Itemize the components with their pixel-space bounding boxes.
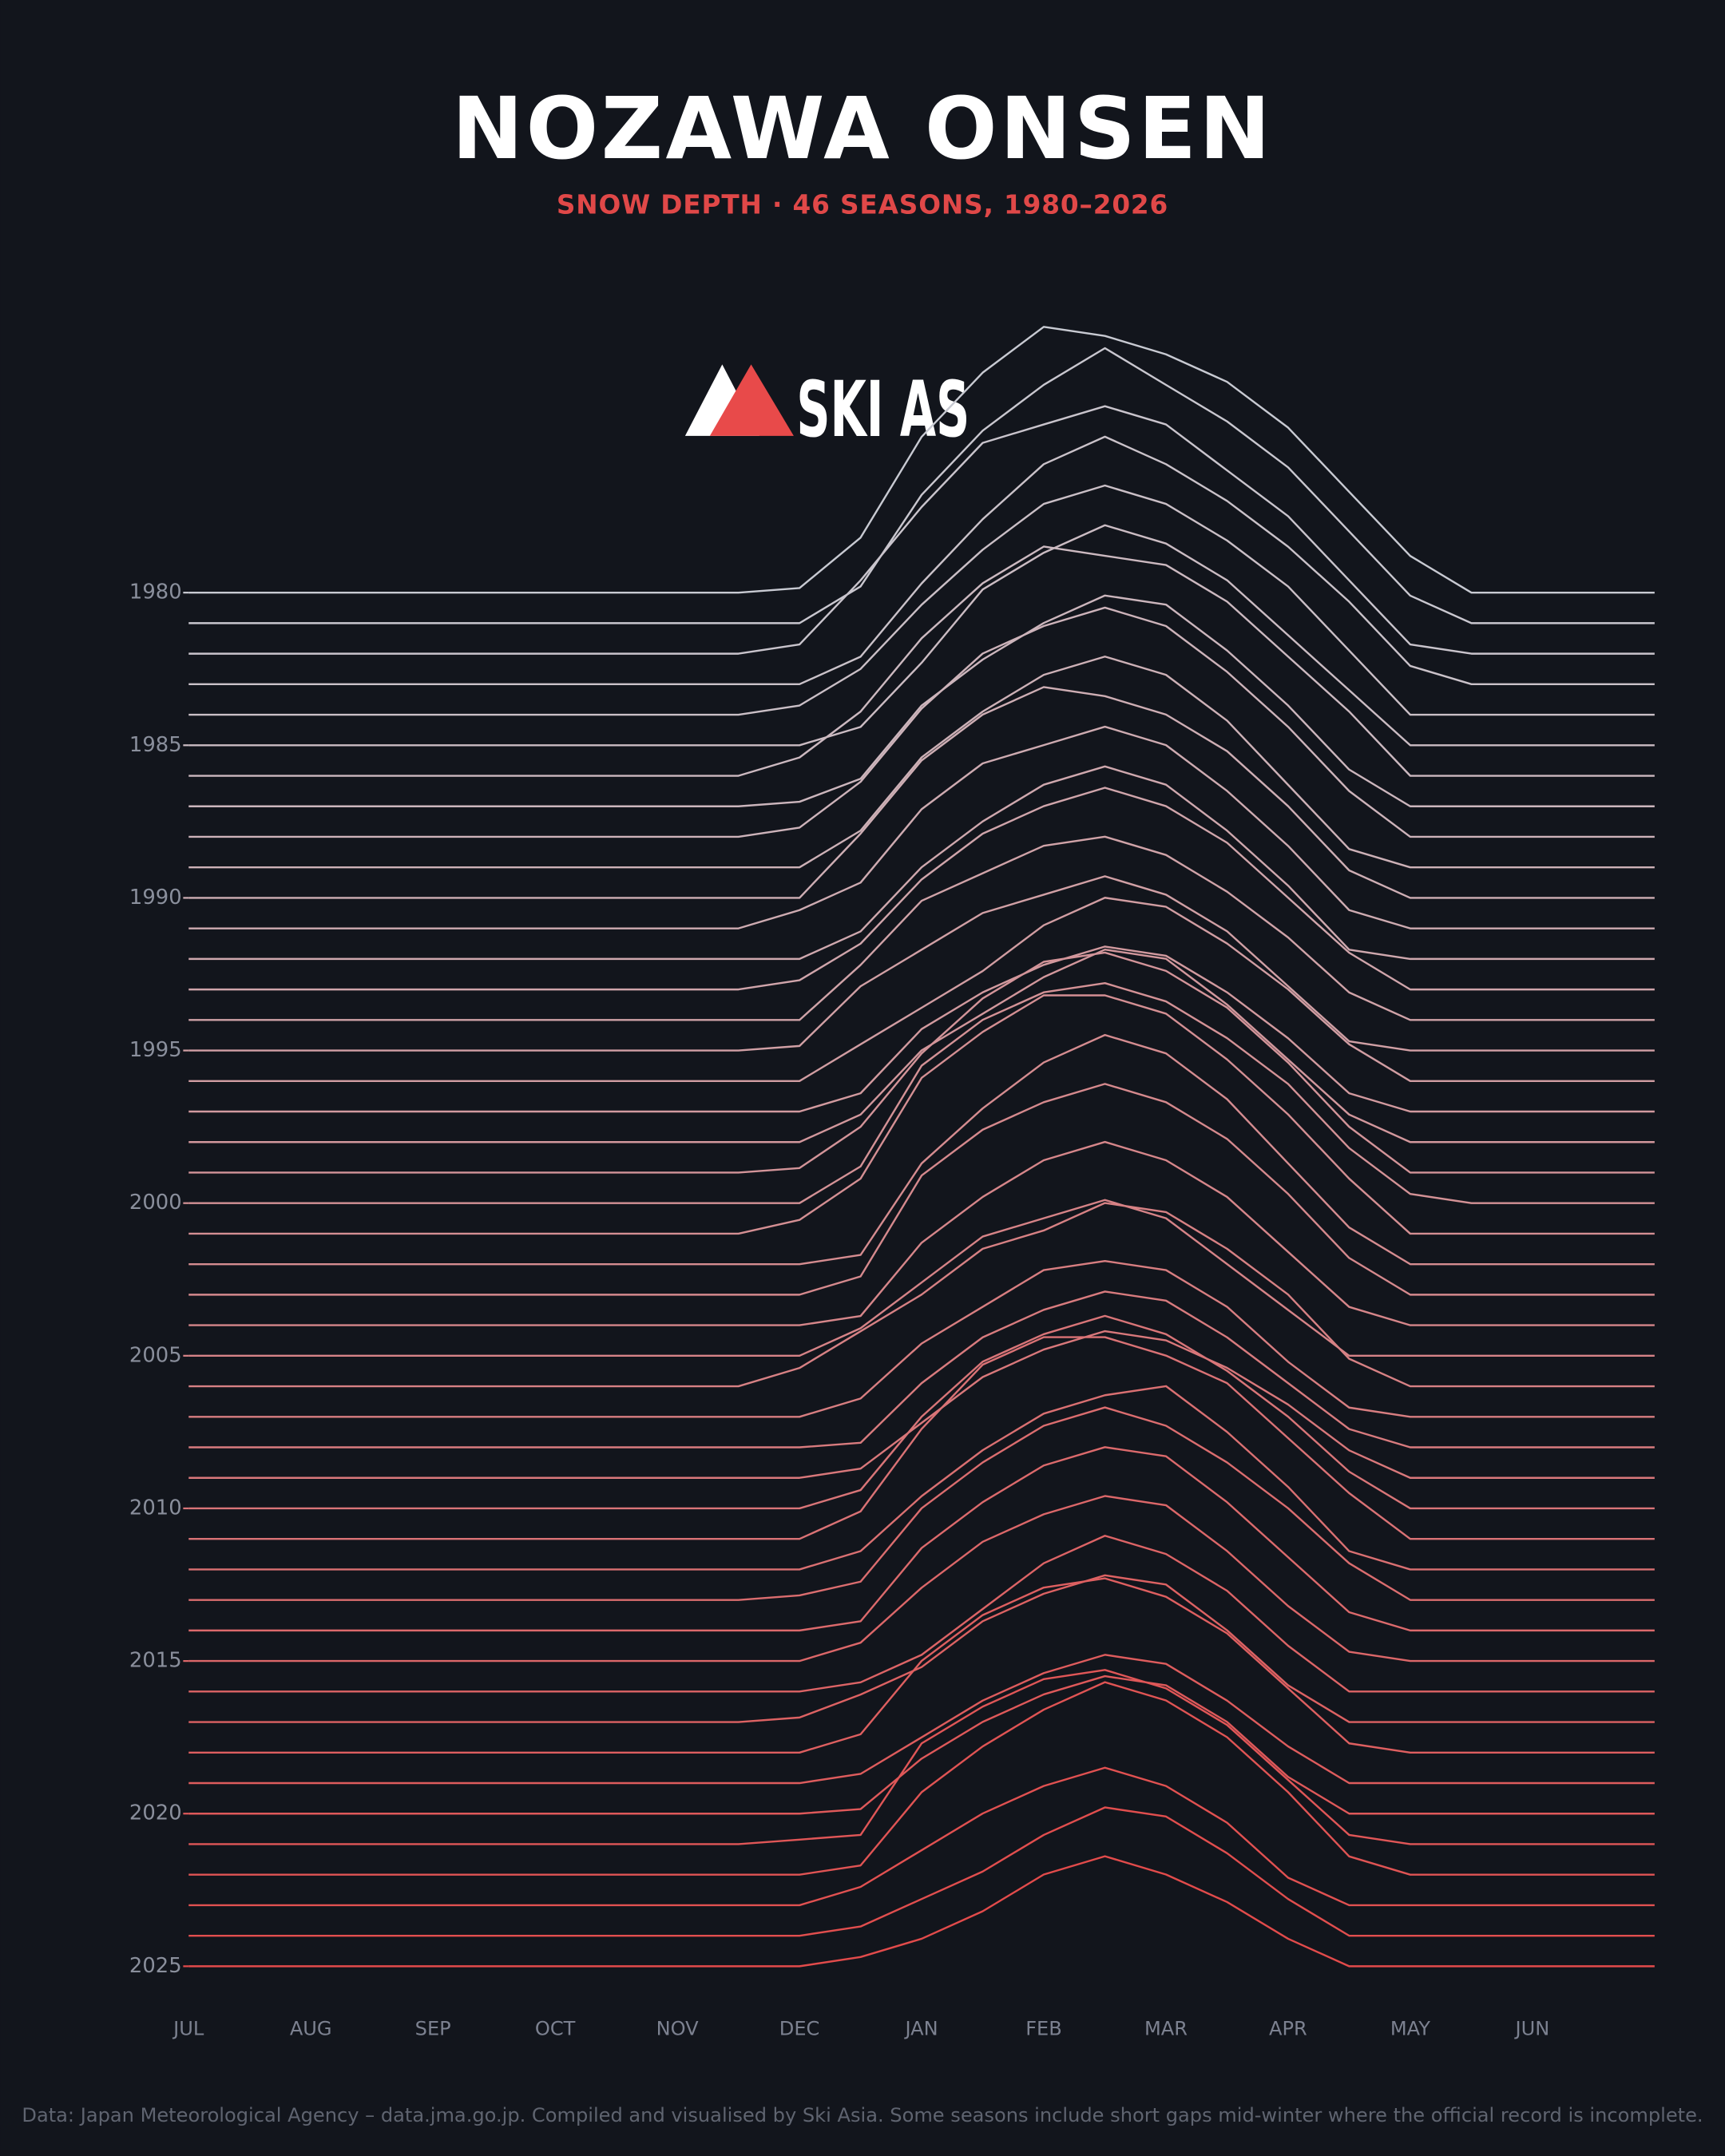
logo-mountain	[709, 364, 794, 436]
ridge-line	[188, 1290, 1655, 1449]
logo-text: SKI AS	[796, 365, 970, 454]
x-tick-label: AUG	[290, 2018, 332, 2040]
x-tick-label: OCT	[535, 2018, 576, 2040]
ridge-line	[188, 835, 1655, 1021]
ridge-line	[188, 1330, 1655, 1479]
y-tick-label: 2020	[129, 1801, 182, 1825]
ridge-line	[188, 1033, 1655, 1266]
x-tick-label: FEB	[1025, 2018, 1062, 2040]
ridge-line	[188, 1199, 1655, 1357]
ridge-line	[188, 1766, 1655, 1907]
x-tick-label: SEP	[415, 2018, 451, 2040]
ridge-line	[188, 594, 1655, 807]
x-tick-label: DEC	[779, 2018, 820, 2040]
ridge-line	[188, 951, 1655, 1174]
ridge-line	[188, 686, 1655, 899]
logo: SKI AS	[684, 364, 970, 454]
ridge-line	[188, 545, 1655, 777]
ridge-line	[188, 1202, 1655, 1388]
ridge-line	[188, 1577, 1655, 1754]
ridge-line	[188, 1574, 1655, 1723]
x-tick-label: JUL	[172, 2018, 204, 2040]
ridge-line	[188, 1406, 1655, 1601]
ridge-line	[188, 1314, 1655, 1510]
y-tick-label: 2010	[129, 1496, 182, 1520]
ridge-line	[188, 1535, 1655, 1693]
y-tick-label: 2025	[129, 1954, 182, 1978]
ridge-line	[188, 656, 1655, 869]
ridge-line	[188, 981, 1655, 1204]
ridge-line	[188, 1681, 1655, 1876]
x-tick-label: NOV	[656, 2018, 700, 2040]
ridge-line	[188, 994, 1655, 1235]
ridge-line	[188, 897, 1655, 1082]
ridge-line	[188, 1855, 1655, 1968]
y-tick-label: 1990	[129, 886, 182, 910]
ridge-line	[188, 524, 1655, 747]
y-tick-label: 2015	[129, 1649, 182, 1673]
y-tick-label: 2005	[129, 1343, 182, 1367]
ridge-line	[188, 1669, 1655, 1845]
ridge-line	[188, 948, 1655, 1143]
x-tick-label: APR	[1269, 2018, 1307, 2040]
ridge-line	[188, 945, 1655, 1113]
ridge-line	[188, 875, 1655, 1052]
ridge-line	[188, 725, 1655, 929]
chart-subtitle: SNOW DEPTH · 46 SEASONS, 1980–2026	[557, 189, 1168, 220]
ridge-line	[188, 1806, 1655, 1937]
ridge-line	[188, 405, 1655, 655]
chart-title: NOZAWA ONSEN	[452, 80, 1274, 179]
ridge-line	[188, 765, 1655, 961]
y-tick-label: 1985	[129, 733, 182, 757]
y-tick-label: 2000	[129, 1191, 182, 1215]
ridge-line	[188, 1140, 1655, 1326]
ridge-line	[188, 606, 1655, 838]
ridge-line	[188, 1674, 1655, 1815]
ridge-line	[188, 1385, 1655, 1571]
ridge-line	[188, 1495, 1655, 1663]
ridge-line	[188, 1083, 1655, 1296]
x-tick-label: MAY	[1390, 2018, 1430, 2040]
y-tick-label: 1995	[129, 1038, 182, 1062]
x-tick-label: JAN	[903, 2018, 938, 2040]
ridge-line	[188, 1336, 1655, 1540]
ridge-line	[188, 347, 1655, 624]
ridge-line	[188, 1259, 1655, 1418]
ridge-line	[188, 1446, 1655, 1632]
ridge-line	[188, 484, 1655, 716]
x-tick-label: MAR	[1144, 2018, 1188, 2040]
source-note: Data: Japan Meteorological Agency – data…	[22, 2104, 1703, 2126]
y-tick-label: 1980	[129, 581, 182, 604]
ridge-line	[188, 787, 1655, 991]
ridge-line	[188, 1654, 1655, 1785]
x-tick-label: JUN	[1513, 2018, 1549, 2040]
ridge-line	[188, 435, 1655, 686]
ridge-line	[188, 326, 1655, 594]
